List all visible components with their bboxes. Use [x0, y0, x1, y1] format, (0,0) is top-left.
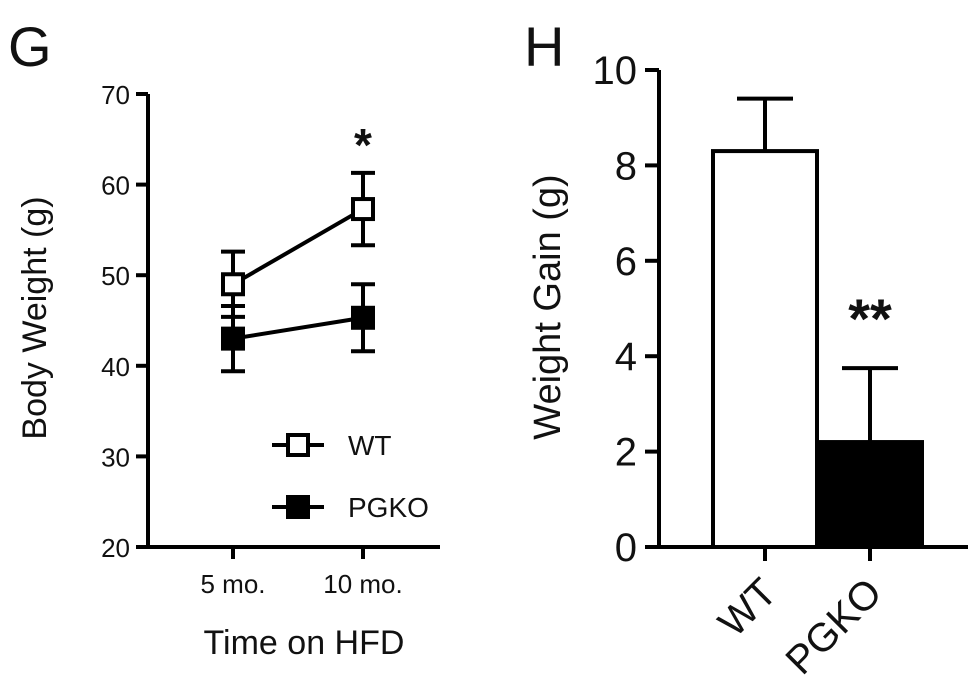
panel-g-series-line-wt	[231, 207, 365, 286]
panel-g-line-chart: G 20 30 40 50 60 70 5 mo. 10 mo. * WT PGKO Time …	[8, 15, 440, 662]
panel-h-y-tick-label: 8	[615, 144, 637, 188]
panel-g-point-pgko	[221, 326, 245, 351]
panel-g-point-wt	[221, 272, 245, 297]
panel-g-axes: 20 30 40 50 60 70 5 mo. 10 mo.	[101, 80, 440, 599]
panel-letter-g: G	[8, 15, 52, 78]
panel-g-y-tick-label: 40	[101, 352, 130, 382]
legend-marker-pgko	[286, 495, 310, 519]
panel-h-y-tick-label: 2	[615, 431, 637, 475]
panel-g-y-tick-label: 30	[101, 442, 130, 472]
panel-g-y-tick-label: 60	[101, 171, 130, 201]
legend-label-pgko: PGKO	[348, 492, 429, 523]
legend-label-wt: WT	[348, 430, 392, 461]
panel-g-y-tick-label: 50	[101, 261, 130, 291]
panel-g-significance-star: *	[354, 119, 372, 171]
panel-g-series-line-pgko	[232, 315, 364, 341]
panel-h-y-tick-label: 0	[615, 526, 637, 570]
panel-g-series: *	[221, 119, 375, 374]
panel-g-y-tick-label: 70	[101, 80, 130, 110]
panel-g-x-tick-label: 10 mo.	[323, 569, 403, 599]
panel-g-x-tick-label: 5 mo.	[200, 569, 265, 599]
panel-h-bar-pgko	[816, 440, 924, 549]
panel-g-x-axis-title: Time on HFD	[204, 624, 405, 662]
panel-h-significance-star: **	[848, 287, 892, 350]
panel-letter-h: H	[524, 15, 564, 78]
panel-h-bars: **	[711, 96, 924, 549]
panel-h-x-tick-label: WT	[710, 570, 785, 645]
panel-h-x-tick-label: PGKO	[778, 570, 891, 683]
panel-g-point-pgko	[351, 305, 375, 330]
panel-g-y-tick-label: 20	[101, 533, 130, 563]
panel-g-legend: WT PGKO	[272, 430, 429, 523]
panel-h-bar-wt	[711, 149, 819, 549]
panel-h-y-tick-label: 6	[615, 240, 637, 284]
panel-g-y-axis-title: Body Weight (g)	[16, 196, 54, 439]
panel-g-point-wt	[351, 197, 375, 222]
panel-h-y-tick-label: 4	[615, 335, 637, 379]
legend-marker-wt	[286, 433, 310, 457]
panel-h-y-tick-label: 10	[593, 49, 638, 93]
panel-h-y-axis-title: Weight Gain (g)	[527, 174, 569, 439]
